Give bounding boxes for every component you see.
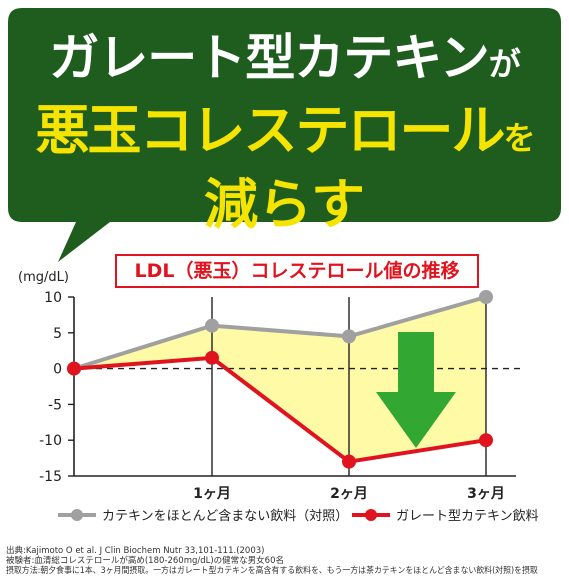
y-tick-label: 5 <box>53 326 62 342</box>
footnote-method: 摂取方法:朝夕食事に1本、3ヶ月間摂取。一方はガレート型カテキンを高含有する飲料… <box>6 566 538 576</box>
legend-item-catechin: ガレート型カテキン飲料 <box>352 505 539 524</box>
series-line-catechin <box>73 355 487 464</box>
legend-swatch-red <box>352 508 390 521</box>
headline-line-3: 減らす <box>0 160 569 239</box>
headline-line-2-suffix: を <box>503 119 535 157</box>
series-line-control <box>73 295 487 371</box>
speech-bubble-banner <box>8 8 561 262</box>
y-tick-label: 0 <box>53 362 62 378</box>
legend-item-control: カテキンをほとんど含まない飲料（対照） <box>58 505 348 524</box>
y-tick-label: -10 <box>39 433 62 449</box>
x-tick-label: 3ヶ月 <box>467 486 505 502</box>
headline-line-1-main: ガレート型カテキン <box>49 29 489 87</box>
data-point-control <box>205 318 219 333</box>
headline-line-3-main: 減らす <box>204 173 365 236</box>
footnote-subjects: 被験者:血清総コレステロールが高め(180-260mg/dL)の健常な男女60名 <box>6 556 284 566</box>
headline-line-1: ガレート型カテキンが <box>0 18 569 90</box>
data-point-catechin <box>342 454 356 469</box>
data-point-control <box>342 329 356 344</box>
y-tick-label: -15 <box>39 469 62 485</box>
data-point-catechin <box>67 361 81 376</box>
data-point-catechin <box>479 433 493 448</box>
data-point-control <box>479 290 493 304</box>
legend-swatch-gray <box>58 508 96 521</box>
y-tick-label: 10 <box>44 290 62 306</box>
x-tick-label: 2ヶ月 <box>330 486 368 502</box>
legend-label-catechin: ガレート型カテキン飲料 <box>396 509 539 524</box>
y-axis-unit-label: (mg/dL) <box>18 270 69 285</box>
headline-line-1-suffix: が <box>488 45 521 83</box>
x-tick-label: 1ヶ月 <box>193 486 231 502</box>
y-tick-label: -5 <box>48 397 62 413</box>
legend-label-control: カテキンをほとんど含まない飲料（対照） <box>102 509 349 524</box>
footnote-source: 出典:Kajimoto O et al. J Clin Biochem Nutr… <box>6 546 265 556</box>
headline-line-2: 悪玉コレステロールを <box>0 86 569 165</box>
headline-line-2-main: 悪玉コレステロール <box>35 99 505 162</box>
chart-title: LDL（悪玉）コレステロール値の推移 <box>115 254 479 288</box>
data-point-catechin <box>205 350 219 365</box>
speech-bubble-shape <box>8 8 561 262</box>
decrease-arrow-icon <box>376 332 456 448</box>
